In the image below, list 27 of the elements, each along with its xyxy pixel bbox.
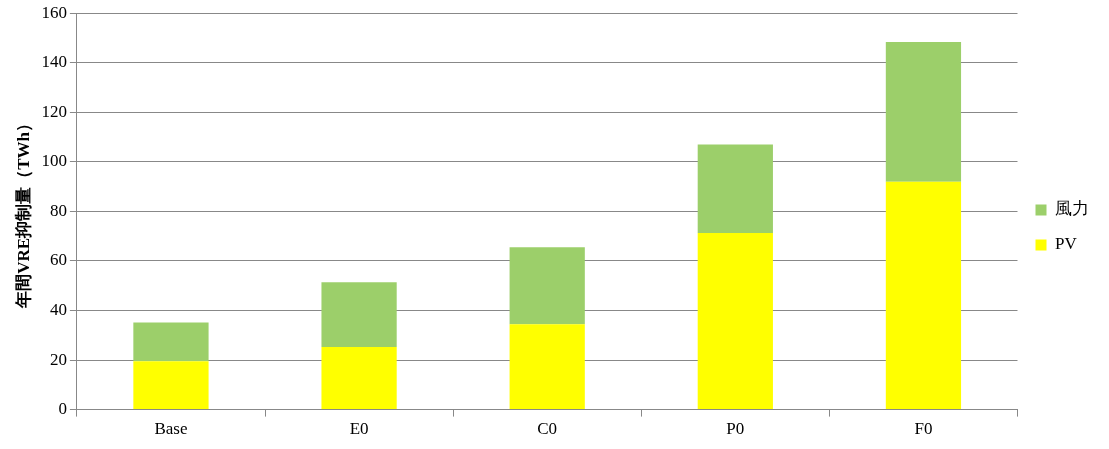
x-tick-label: C0 [537, 419, 558, 439]
bar [885, 181, 962, 410]
bar [509, 247, 585, 325]
x-tick-label: F0 [914, 419, 933, 439]
y-tick-label: 120 [41, 101, 67, 121]
legend-label: 風力 [1055, 199, 1089, 219]
bar [509, 324, 585, 410]
y-tick-label: 60 [49, 250, 67, 270]
y-tick-label: 0 [58, 399, 67, 419]
x-tick-label: E0 [349, 419, 369, 439]
y-tick-label: 20 [49, 349, 67, 369]
y-axis-title: 年間VRE抑制量（TWh） [13, 115, 33, 309]
x-tick-label: P0 [726, 419, 745, 439]
y-tick-label: 80 [49, 200, 67, 220]
bar [697, 144, 773, 233]
y-tick-label: 40 [49, 299, 67, 319]
legend-label: PV [1055, 234, 1078, 254]
y-tick-label: 140 [41, 52, 67, 72]
y-tick-label: 160 [41, 2, 67, 22]
bar [321, 346, 397, 410]
bar [321, 282, 397, 347]
x-tick-label: Base [154, 419, 188, 439]
bar [133, 361, 209, 410]
bar [697, 232, 773, 410]
bar [885, 41, 962, 182]
y-tick-label: 100 [41, 151, 67, 171]
bar [133, 322, 209, 362]
